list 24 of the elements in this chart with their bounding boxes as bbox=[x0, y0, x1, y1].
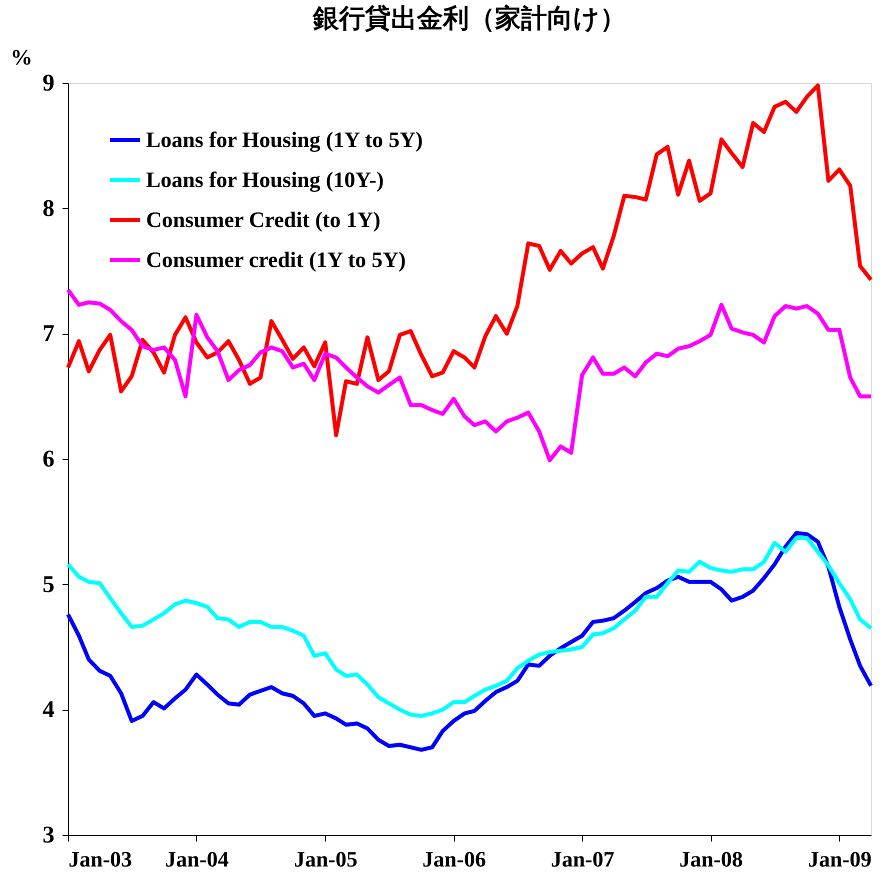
legend-label: Consumer credit (1Y to 5Y) bbox=[146, 247, 406, 272]
y-tick-label: 7 bbox=[42, 321, 54, 348]
y-axis-title: % bbox=[10, 44, 32, 70]
x-tick-label: Jan-03 bbox=[68, 846, 132, 872]
legend-label: Loans for Housing (10Y-) bbox=[146, 167, 384, 192]
x-tick-label: Jan-08 bbox=[679, 846, 743, 872]
chart-title: 銀行貸出金利（家計向け） bbox=[312, 4, 626, 34]
y-tick-label: 3 bbox=[42, 822, 54, 848]
line-series bbox=[66, 288, 873, 462]
y-tick-label: 9 bbox=[42, 70, 54, 96]
legend-label: Consumer Credit (to 1Y) bbox=[146, 207, 380, 232]
x-tick-label: Jan-07 bbox=[550, 846, 614, 872]
y-tick-label: 6 bbox=[42, 446, 54, 472]
legend-label: Loans for Housing (1Y to 5Y) bbox=[146, 127, 423, 152]
line-series bbox=[66, 84, 873, 438]
line-series bbox=[66, 536, 873, 718]
x-tick-label: Jan-04 bbox=[165, 846, 229, 872]
x-tick-label: Jan-09 bbox=[808, 846, 872, 872]
x-tick-label: Jan-06 bbox=[422, 846, 486, 872]
y-tick-label: 4 bbox=[42, 697, 54, 724]
line-series bbox=[66, 530, 873, 752]
y-tick-label: 5 bbox=[42, 572, 54, 598]
x-tick-label: Jan-05 bbox=[294, 846, 358, 872]
y-tick-label: 8 bbox=[42, 196, 54, 222]
